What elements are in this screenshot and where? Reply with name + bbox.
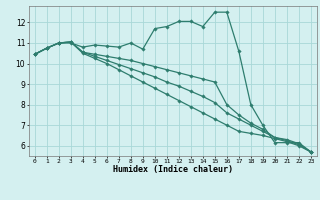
X-axis label: Humidex (Indice chaleur): Humidex (Indice chaleur) xyxy=(113,165,233,174)
